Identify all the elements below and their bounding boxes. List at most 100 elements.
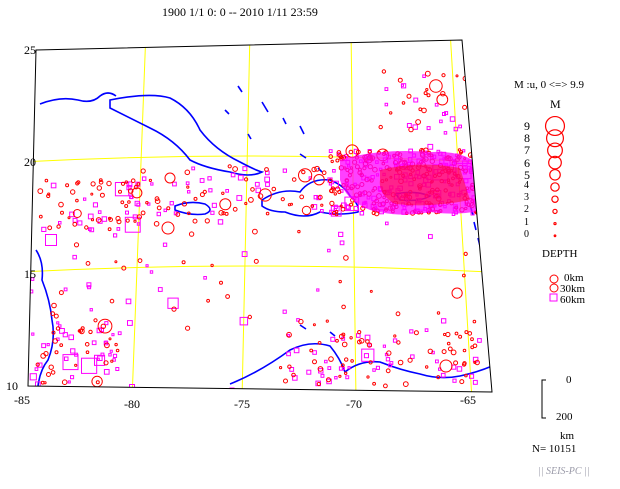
event-deep xyxy=(409,329,414,334)
event-deep xyxy=(472,379,478,385)
event-shallow xyxy=(73,242,80,248)
event-shallow xyxy=(74,363,78,367)
event-shallow xyxy=(298,168,313,183)
map-frame xyxy=(27,39,493,393)
magnitude-symbol-4 xyxy=(550,182,560,192)
event-deep xyxy=(316,288,320,292)
magnitude-symbol-1 xyxy=(553,221,557,226)
event-shallow xyxy=(221,191,225,196)
event-deep xyxy=(401,83,407,89)
event-shallow xyxy=(133,184,139,190)
event-shallow xyxy=(206,298,211,303)
event-shallow xyxy=(459,379,465,385)
event-shallow xyxy=(450,349,457,356)
event-shallow xyxy=(441,73,446,78)
event-deep xyxy=(149,270,154,274)
event-shallow xyxy=(424,70,431,77)
event-deep xyxy=(129,194,134,200)
event-deep xyxy=(410,354,415,359)
event-shallow xyxy=(166,206,171,211)
event-deep xyxy=(289,367,295,372)
event-shallow xyxy=(148,178,152,182)
event-deep xyxy=(46,343,50,347)
map-title: 1900 1/1 0: 0 -- 2010 1/11 23:59 xyxy=(162,5,318,19)
event-shallow xyxy=(290,202,293,206)
event-deep xyxy=(406,123,412,128)
event-deep xyxy=(29,373,37,381)
event-shallow xyxy=(286,331,292,338)
magnitude-symbol-5 xyxy=(549,168,561,181)
event-deep xyxy=(126,181,133,188)
event-deep xyxy=(462,149,466,153)
event-shallow xyxy=(467,331,473,336)
event-shallow xyxy=(338,374,342,378)
event-deep xyxy=(361,348,375,362)
event-shallow xyxy=(454,331,459,336)
event-deep xyxy=(41,343,47,349)
event-deep xyxy=(339,240,345,246)
event-shallow xyxy=(335,338,339,343)
event-deep xyxy=(375,365,380,370)
event-deep xyxy=(96,327,102,334)
magnitude-symbol-7 xyxy=(547,142,563,159)
event-shallow xyxy=(154,196,160,202)
event-shallow xyxy=(84,225,89,230)
event-deep xyxy=(115,367,120,371)
event-shallow xyxy=(462,361,467,366)
event-shallow xyxy=(124,180,129,184)
event-deep xyxy=(328,149,333,153)
event-shallow xyxy=(425,365,429,369)
event-deep xyxy=(480,197,484,202)
event-deep xyxy=(313,195,319,200)
event-deep xyxy=(469,373,475,379)
event-deep xyxy=(145,264,149,268)
event-shallow xyxy=(344,357,349,362)
event-shallow xyxy=(426,93,431,98)
event-shallow xyxy=(258,188,272,202)
event-shallow xyxy=(339,204,343,208)
event-deep xyxy=(477,338,482,343)
event-deep xyxy=(70,348,76,354)
event-shallow xyxy=(455,74,459,78)
event-deep xyxy=(254,181,260,187)
event-shallow xyxy=(334,209,339,214)
event-deep xyxy=(169,201,174,206)
event-deep xyxy=(255,187,261,194)
event-shallow xyxy=(321,170,327,175)
event-shallow xyxy=(219,280,223,285)
event-deep xyxy=(428,234,433,239)
event-shallow xyxy=(116,219,122,225)
event-shallow xyxy=(464,373,468,378)
magnitude-symbol-2 xyxy=(552,208,558,215)
event-shallow xyxy=(185,325,191,331)
event-shallow xyxy=(297,229,301,234)
event-shallow xyxy=(313,174,325,186)
event-shallow xyxy=(54,350,59,355)
event-shallow xyxy=(330,159,334,164)
event-shallow xyxy=(478,205,483,211)
event-deep xyxy=(112,353,118,358)
event-shallow xyxy=(418,107,423,112)
event-deep xyxy=(58,324,62,328)
event-deep xyxy=(427,143,434,150)
event-shallow xyxy=(127,200,131,204)
event-shallow xyxy=(474,359,480,366)
event-shallow xyxy=(93,318,98,323)
event-deep xyxy=(435,359,439,364)
event-shallow xyxy=(95,217,102,223)
magnitude-label-1: 1 xyxy=(524,216,529,228)
event-deep xyxy=(426,126,431,131)
event-deep xyxy=(136,222,141,226)
event-deep xyxy=(412,124,418,130)
magnitude-label-9: 9 xyxy=(524,119,530,133)
event-shallow xyxy=(406,93,412,99)
event-shallow xyxy=(436,311,441,315)
event-shallow xyxy=(408,126,414,133)
event-shallow xyxy=(401,101,406,105)
depth-scale-bar xyxy=(541,379,546,419)
event-shallow xyxy=(98,178,103,183)
event-shallow xyxy=(477,199,482,203)
event-shallow xyxy=(35,362,40,367)
event-shallow xyxy=(96,185,103,191)
event-deep xyxy=(185,181,190,186)
